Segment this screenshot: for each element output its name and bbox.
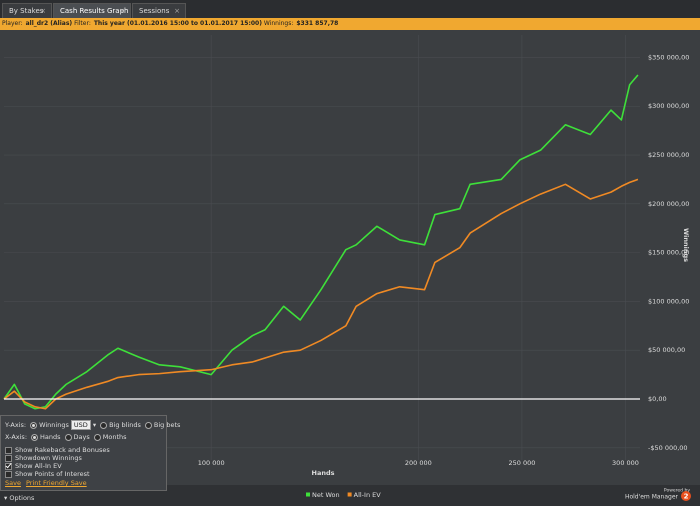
y-tick-label: $300 000,00 — [648, 102, 689, 110]
options-panel: Y-Axis: Winnings USD ▾ Big blinds Big bets X… — [0, 415, 180, 491]
link[interactable]: Save — [5, 479, 21, 487]
legend-swatch — [347, 492, 352, 497]
radio[interactable] — [30, 421, 38, 429]
x-tick-label: 100 000 — [198, 459, 225, 467]
x-tick-label: 200 000 — [405, 459, 432, 467]
y-tick-label: $100 000,00 — [648, 297, 689, 305]
y-tick-label: $350 000,00 — [648, 53, 689, 61]
info-bar: Player: all_dr2 (Alias) Filter: This year … — [0, 18, 700, 30]
radio[interactable] — [100, 421, 108, 429]
y-axis-row: Y-Axis: Winnings USD ▾ Big blinds Big bets — [5, 420, 181, 430]
option-text: Days — [73, 433, 90, 441]
y-axis-label: Winnings — [682, 228, 690, 262]
brand-badge: 2 — [684, 493, 689, 501]
tab[interactable]: By Stakes × — [2, 3, 52, 18]
radio[interactable] — [64, 433, 72, 441]
legend-label: All-In EV — [354, 491, 382, 499]
link[interactable]: Print Friendly Save — [25, 479, 87, 487]
check-label: Show Points of Interest — [15, 470, 90, 478]
y-tick-label: $50 000,00 — [648, 346, 685, 354]
option-text: Big bets — [153, 421, 181, 429]
checkbox[interactable] — [5, 462, 12, 470]
y-tick-label: -$50 000,00 — [648, 444, 688, 452]
check-label: Show All-In EV — [15, 462, 62, 470]
check-row[interactable]: Show Rakeback and Bonuses — [5, 446, 110, 454]
radio[interactable] — [93, 433, 101, 441]
check-row[interactable]: Show Points of Interest — [5, 470, 90, 478]
option-text: Hands — [40, 433, 61, 441]
series-line — [3, 178, 639, 410]
currency-select[interactable]: USD — [70, 420, 91, 430]
radio[interactable] — [31, 433, 39, 441]
info-value: all_dr2 (Alias) — [25, 20, 73, 27]
radio[interactable] — [144, 421, 152, 429]
check-row[interactable]: Showdown Winnings — [5, 454, 82, 462]
option-label: X-Axis: — [5, 433, 28, 441]
tab[interactable]: Sessions × — [132, 3, 186, 18]
x-axis-row: X-Axis: Hands Days Months — [5, 433, 127, 441]
info-label: Winnings: — [263, 20, 294, 27]
tab[interactable]: Cash Results Graph × — [53, 3, 131, 18]
y-tick-label: $250 000,00 — [648, 151, 689, 159]
option-text: Big blinds — [109, 421, 141, 429]
legend-swatch — [306, 492, 310, 497]
check-row[interactable]: Show All-In EV — [5, 462, 62, 470]
brand-line: Powered by — [664, 488, 690, 494]
info-label: Filter: — [74, 20, 91, 27]
tab-bar: By Stakes × Cash Results Graph × Sessions × — [0, 0, 700, 18]
brand-badge-bg — [681, 491, 691, 501]
info-label: Player: — [2, 20, 23, 27]
y-tick-label: $200 000,00 — [648, 200, 689, 208]
y-tick-label: $150 000,00 — [648, 249, 689, 257]
series-line — [3, 74, 639, 410]
x-tick-label: 250 000 — [508, 459, 535, 467]
checkbox[interactable] — [5, 454, 12, 462]
option-label: Y-Axis: — [5, 421, 27, 429]
checkbox[interactable] — [5, 470, 12, 478]
links-row: Save Print Friendly Save — [5, 479, 92, 487]
y-tick-label: $0,00 — [648, 395, 667, 403]
option-text: Winnings — [39, 421, 69, 429]
info-value: $331 857,78 — [296, 20, 339, 27]
brand-name: Hold'em Manager — [625, 494, 679, 501]
info-value: This year (01.01.2016 15:00 to 01.01.201… — [93, 20, 262, 27]
x-axis-label: Hands — [312, 469, 335, 477]
options-toggle-label: Options — [9, 494, 35, 502]
option-text: Months — [102, 433, 127, 441]
check-label: Show Rakeback and Bonuses — [15, 446, 110, 454]
x-tick-label: 300 000 — [612, 459, 639, 467]
plot-background — [0, 30, 700, 485]
checkbox[interactable] — [5, 446, 12, 454]
options-toggle[interactable]: ▾ Options — [0, 491, 167, 506]
check-label: Showdown Winnings — [15, 454, 82, 462]
legend-label: Net Won — [312, 491, 340, 499]
